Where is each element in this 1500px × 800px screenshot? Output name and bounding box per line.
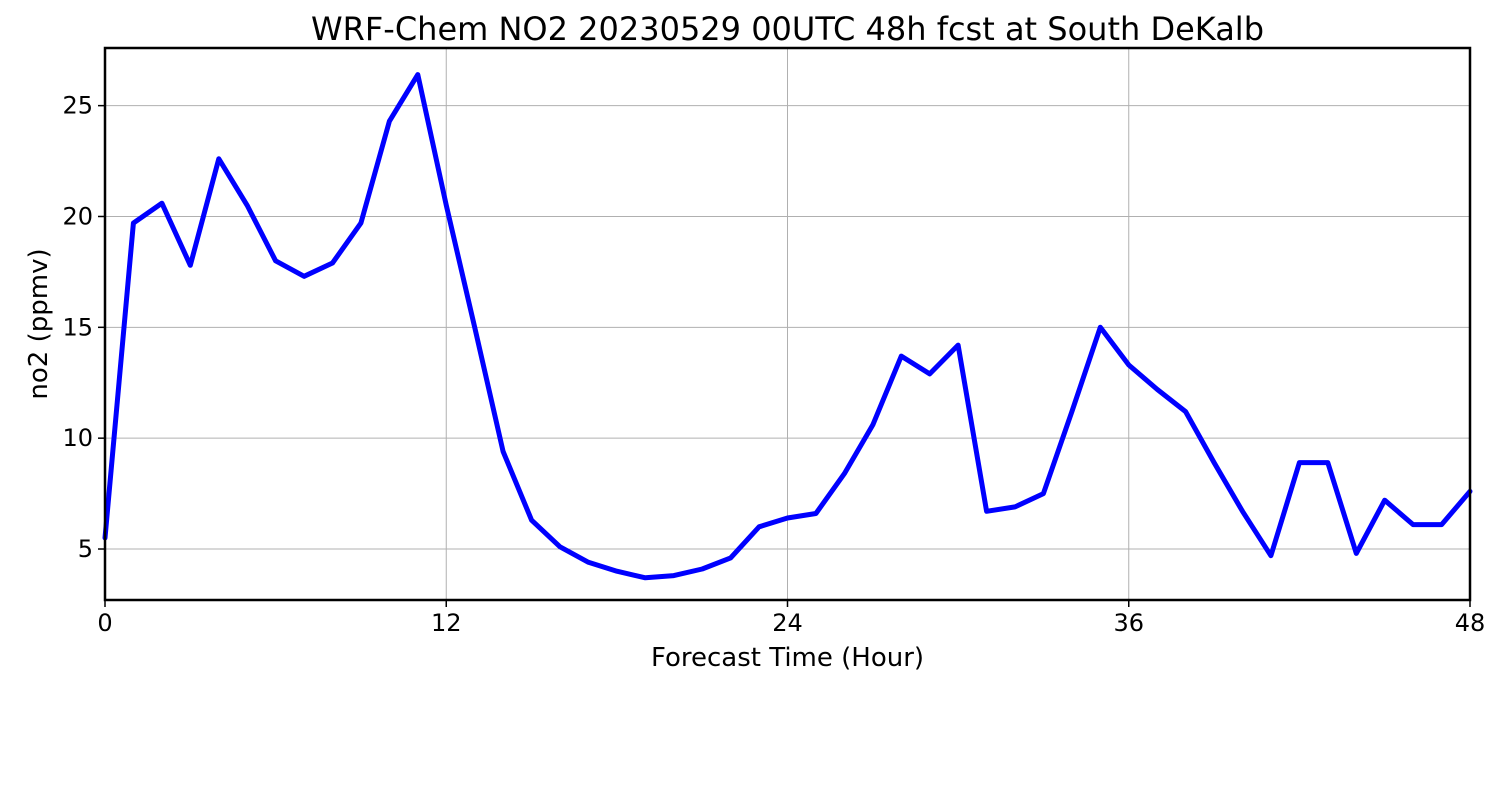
y-tick-label: 15 bbox=[62, 313, 93, 341]
no2-series-line bbox=[102, 72, 1473, 581]
chart-title: WRF-Chem NO2 20230529 00UTC 48h fcst at … bbox=[311, 10, 1264, 48]
y-tick-label: 5 bbox=[78, 535, 93, 563]
x-tick-label: 24 bbox=[772, 609, 803, 637]
axis-ticks: 0 12 24 36 48 5 10 15 20 25 bbox=[62, 92, 1485, 637]
y-tick-label: 10 bbox=[62, 424, 93, 452]
y-axis-label: no2 (ppmv) bbox=[24, 248, 54, 399]
x-axis-label: Forecast Time (Hour) bbox=[651, 643, 924, 673]
series-layer bbox=[102, 72, 1473, 581]
y-tick-label: 25 bbox=[62, 92, 93, 120]
x-tick-label: 48 bbox=[1455, 609, 1486, 637]
x-tick-label: 0 bbox=[97, 609, 112, 637]
x-tick-label: 36 bbox=[1113, 609, 1144, 637]
y-tick-label: 20 bbox=[62, 202, 93, 230]
x-tick-label: 12 bbox=[431, 609, 462, 637]
